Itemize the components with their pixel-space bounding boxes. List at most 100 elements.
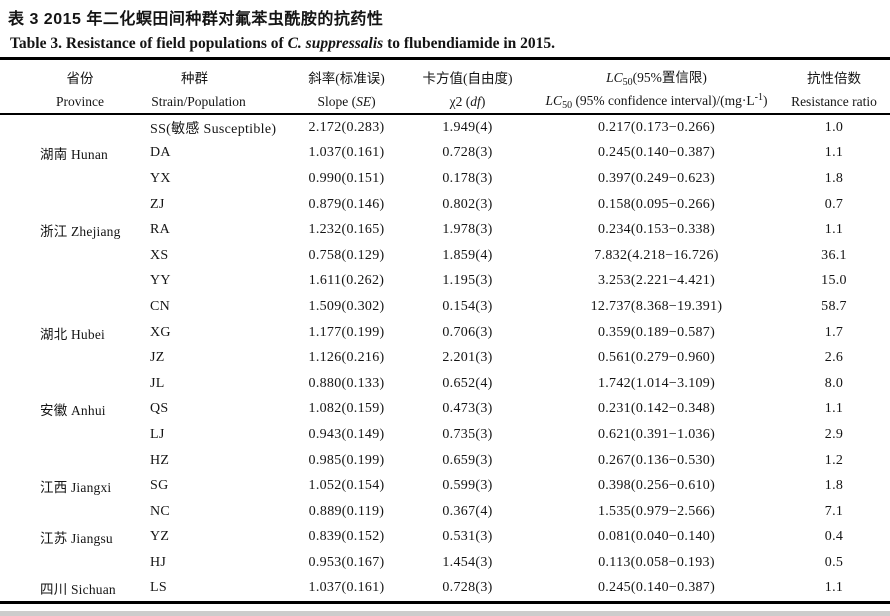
strain-cell: XS	[150, 247, 169, 263]
resistance-ratio-cell: 1.0	[824, 119, 844, 135]
table-row: 浙江 Zhejiang RA 1.232(0.165) 1.978(3) 0.2…	[0, 217, 890, 243]
resistance-table: 省份 种群 斜率(标准误) 卡方值(自由度) LC50(95%置信限) 抗性倍数…	[0, 57, 890, 605]
table-row: 江西 Jiangxi SG 1.052(0.154) 0.599(3) 0.39…	[0, 473, 890, 499]
province-cell	[0, 269, 140, 295]
col-header-chi-zh: 卡方值(自由度)	[422, 70, 513, 86]
header-row-en: Province Strain/Population Slope (SE) χ2…	[0, 90, 890, 115]
lc50-cell: 0.158(0.095−0.266)	[597, 196, 716, 212]
strain-cell: LS	[150, 580, 167, 596]
chi-square-cell: 1.454(3)	[442, 554, 493, 570]
table-row: 江苏 Jiangsu YZ 0.839(0.152) 0.531(3) 0.08…	[0, 525, 890, 551]
caption-en-prefix: Table 3. Resistance of field populations…	[10, 35, 288, 52]
caption-en-suffix: to flubendiamide in 2015.	[383, 35, 556, 52]
chi-square-cell: 0.728(3)	[442, 580, 493, 596]
resistance-ratio-cell: 7.1	[824, 503, 844, 519]
slope-en-suffix: )	[371, 93, 376, 109]
lc50-zh-italic: LC	[606, 69, 623, 85]
lc50-cell: 1.535(0.979−2.566)	[597, 503, 716, 519]
slope-cell: 2.172(0.283)	[308, 119, 385, 135]
lc50-cell: 0.561(0.279−0.960)	[597, 350, 716, 366]
strain-cell: HJ	[150, 554, 167, 570]
chi-square-cell: 0.706(3)	[442, 324, 493, 340]
resistance-ratio-cell: 1.7	[824, 324, 844, 340]
lc50-zh-rest: (95%置信限)	[632, 69, 707, 85]
province-cell	[0, 345, 140, 371]
lc50-cell: 0.245(0.140−0.387)	[597, 580, 716, 596]
slope-cell: 1.232(0.165)	[308, 222, 385, 238]
slope-cell: 0.889(0.119)	[308, 503, 385, 519]
table-row: HJ 0.953(0.167) 1.454(3) 0.113(0.058−0.1…	[0, 550, 890, 576]
strain-cell: HZ	[150, 452, 170, 468]
col-header-province-zh: 省份	[66, 70, 94, 86]
slope-cell: 0.953(0.167)	[308, 554, 385, 570]
table-body: SS(敏感 Susceptible) 2.172(0.283) 1.949(4)…	[0, 114, 890, 603]
lc50-en-italic: LC	[545, 93, 563, 108]
lc50-en-superscript: -1	[754, 92, 763, 103]
slope-cell: 1.052(0.154)	[308, 478, 385, 494]
province-cell: 浙江 Zhejiang	[40, 224, 121, 240]
chi-square-cell: 0.154(3)	[442, 298, 493, 314]
slope-cell: 0.758(0.129)	[308, 247, 385, 263]
strain-cell: CN	[150, 298, 171, 314]
resistance-ratio-cell: 36.1	[821, 247, 847, 263]
resistance-ratio-cell: 1.8	[824, 478, 844, 494]
province-cell	[0, 499, 140, 525]
chi-square-cell: 0.652(4)	[442, 375, 493, 391]
col-header-slope-zh: 斜率(标准误)	[308, 70, 385, 86]
province-cell	[0, 550, 140, 576]
lc50-cell: 0.267(0.136−0.530)	[597, 452, 716, 468]
lc50-cell: 0.398(0.256−0.610)	[597, 478, 716, 494]
lc50-cell: 0.245(0.140−0.387)	[597, 145, 716, 161]
slope-en-prefix: Slope (	[317, 93, 357, 109]
col-header-slope-en: Slope (SE)	[293, 90, 400, 115]
col-header-lc50-en: LC50 (95% confidence interval)/(mg·L-1)	[535, 90, 778, 115]
scan-edge-strip	[0, 611, 890, 616]
province-cell: 江苏 Jiangsu	[40, 531, 113, 547]
chi-square-cell: 0.178(3)	[442, 170, 493, 186]
slope-cell: 0.985(0.199)	[308, 452, 385, 468]
strain-cell: SG	[150, 478, 169, 494]
province-cell: 安徽 Anhui	[40, 403, 106, 419]
strain-cell: JZ	[150, 350, 165, 366]
resistance-ratio-cell: 0.7	[824, 196, 844, 212]
resistance-ratio-cell: 1.1	[824, 580, 844, 596]
table-caption-en: Table 3. Resistance of field populations…	[10, 35, 555, 53]
header-row-zh: 省份 种群 斜率(标准误) 卡方值(自由度) LC50(95%置信限) 抗性倍数	[0, 59, 890, 91]
province-cell: 湖南 Hunan	[40, 147, 108, 163]
col-header-rr-en: Resistance ratio	[778, 90, 890, 115]
col-header-province-en: Province	[0, 90, 140, 115]
table-row: NC 0.889(0.119) 0.367(4) 1.535(0.979−2.5…	[0, 499, 890, 525]
col-header-rr-zh: 抗性倍数	[807, 70, 861, 86]
lc50-cell: 0.113(0.058−0.193)	[598, 554, 715, 570]
province-cell	[0, 166, 140, 192]
province-cell: 湖北 Hubei	[40, 326, 105, 342]
chi-en-prefix: χ2 (	[449, 93, 471, 109]
province-cell	[0, 294, 140, 320]
chi-square-cell: 0.735(3)	[442, 426, 493, 442]
lc50-cell: 0.217(0.173−0.266)	[597, 119, 716, 135]
table-row: 四川 Sichuan LS 1.037(0.161) 0.728(3) 0.24…	[0, 576, 890, 603]
resistance-ratio-cell: 8.0	[824, 375, 844, 391]
table-row: LJ 0.943(0.149) 0.735(3) 0.621(0.391−1.0…	[0, 422, 890, 448]
lc50-cell: 0.081(0.040−0.140)	[597, 529, 716, 545]
col-header-lc50-zh: LC50(95%置信限)	[535, 59, 778, 91]
table-row: 湖北 Hubei XG 1.177(0.199) 0.706(3) 0.359(…	[0, 320, 890, 346]
slope-cell: 0.879(0.146)	[308, 196, 385, 212]
slope-cell: 1.082(0.159)	[308, 401, 385, 417]
chi-en-df-italic: df	[470, 93, 481, 109]
resistance-ratio-cell: 1.1	[824, 401, 844, 417]
resistance-ratio-cell: 1.1	[824, 222, 844, 238]
chi-en-suffix: )	[480, 93, 486, 109]
table-row: YX 0.990(0.151) 0.178(3) 0.397(0.249−0.6…	[0, 166, 890, 192]
lc50-zh-subscript: 50	[622, 76, 633, 88]
chi-square-cell: 0.599(3)	[442, 478, 493, 494]
chi-square-cell: 1.978(3)	[442, 222, 493, 238]
slope-cell: 1.509(0.302)	[308, 298, 385, 314]
slope-cell: 1.611(0.262)	[308, 273, 385, 289]
lc50-cell: 0.231(0.142−0.348)	[597, 401, 716, 417]
lc50-cell: 0.621(0.391−1.036)	[597, 426, 716, 442]
chi-square-cell: 0.802(3)	[442, 196, 493, 212]
strain-cell: ZJ	[150, 196, 165, 212]
resistance-ratio-cell: 15.0	[821, 273, 847, 289]
province-cell: 四川 Sichuan	[40, 582, 116, 598]
